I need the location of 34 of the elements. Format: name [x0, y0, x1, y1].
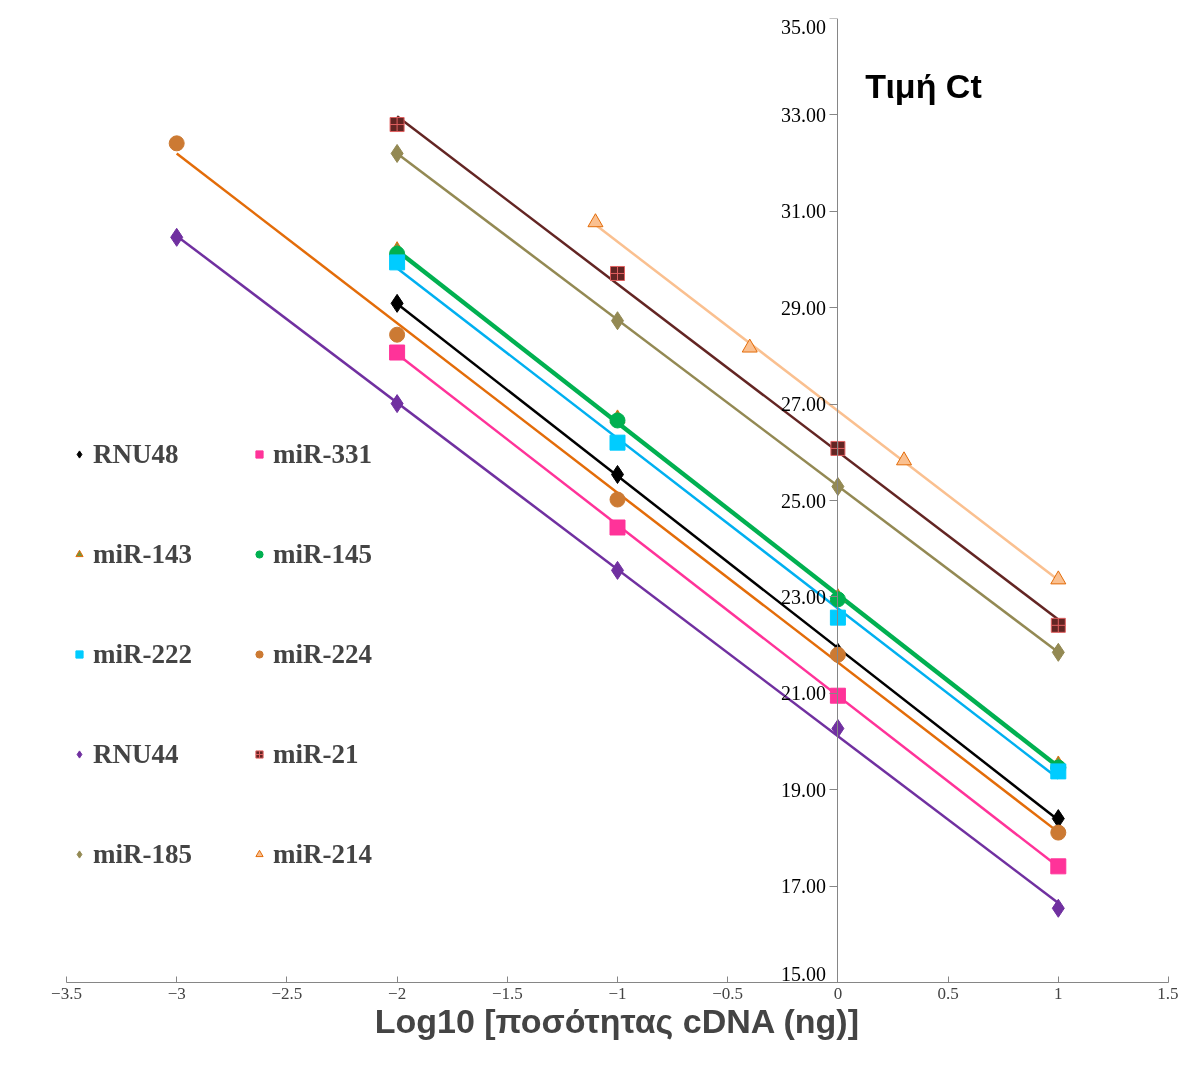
y-tick-label: 31.00: [780, 200, 826, 223]
x-tick-label: 0: [833, 983, 843, 1003]
y-tick-label: 25.00: [780, 489, 826, 512]
x-axis-title: Log10 [ποσότητας cDNA (ng)]: [374, 1001, 860, 1040]
y-tick-label: 29.00: [780, 296, 826, 319]
x-tick-label: −1: [608, 983, 627, 1003]
y-tick-label: 17.00: [780, 875, 826, 898]
legend-label: miR-224: [273, 638, 372, 670]
x-tick-label: −1.5: [491, 983, 523, 1003]
y-tick-label: 21.00: [780, 682, 826, 705]
legend-label: miR-185: [93, 838, 192, 870]
y-tick-label: 23.00: [780, 585, 826, 608]
y-tick-label: 33.00: [780, 103, 826, 126]
x-tick-label: −3: [167, 983, 186, 1003]
x-tick-label: 1: [1054, 983, 1063, 1003]
y-axis-title: Τιμή Ct: [865, 66, 982, 105]
legend-label: miR-143: [93, 538, 192, 570]
x-tick-label: −2: [388, 983, 407, 1003]
legend-label: miR-145: [273, 538, 372, 570]
legend-label: miR-214: [273, 838, 372, 870]
legend-label: RNU44: [93, 738, 179, 770]
legend-label: RNU48: [93, 438, 179, 470]
legend-label: miR-331: [273, 438, 372, 470]
y-tick-label: 27.00: [780, 393, 826, 416]
y-tick-label: 35.00: [780, 15, 826, 38]
y-tick-label: 19.00: [780, 778, 826, 801]
x-tick-label: 0.5: [937, 983, 959, 1003]
legend-label: miR-21: [273, 738, 359, 770]
x-tick-label: −0.5: [712, 983, 744, 1003]
x-tick-label: −3.5: [51, 983, 82, 1003]
legend-label: miR-222: [93, 638, 192, 670]
x-tick-label: −2.5: [271, 983, 303, 1003]
y-tick-label: 15.00: [780, 962, 826, 985]
x-tick-label: 1.5: [1157, 983, 1178, 1003]
